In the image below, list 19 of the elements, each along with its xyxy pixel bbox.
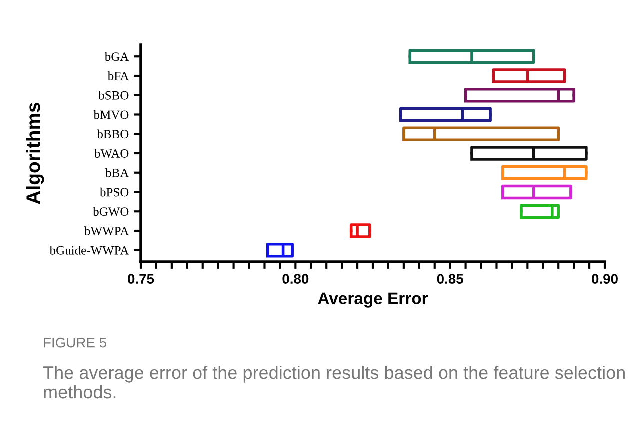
y-tick-label: bWAO xyxy=(94,149,129,158)
y-tick-label: bBBO xyxy=(97,130,129,139)
y-tick-label: bMVO xyxy=(94,110,129,120)
y-tick-label: bGWO xyxy=(93,207,129,216)
y-tick-label: bGA xyxy=(104,52,130,62)
y-tick-label: bGuide-WWPA xyxy=(50,246,130,255)
y-axis-title: Algorithms xyxy=(26,102,44,204)
y-tick-label: bPSO xyxy=(100,188,129,197)
y-tick-label: bWWPA xyxy=(84,226,130,236)
x-tick-label: 0.75 xyxy=(128,274,154,284)
x-tick-label: 0.80 xyxy=(282,274,309,284)
x-axis-title: Average Error xyxy=(318,292,428,308)
x-tick-label: 0.85 xyxy=(437,274,464,284)
y-tick-label: bSBO xyxy=(98,91,129,100)
y-tick-label: bBA xyxy=(106,168,130,178)
y-tick-label: bFA xyxy=(108,72,130,80)
x-tick-label: 0.90 xyxy=(592,274,618,284)
caption: FIGURE 5 xyxy=(44,338,106,348)
text: The average error of the prediction results based on the feature selection methods. xyxy=(43,366,625,399)
